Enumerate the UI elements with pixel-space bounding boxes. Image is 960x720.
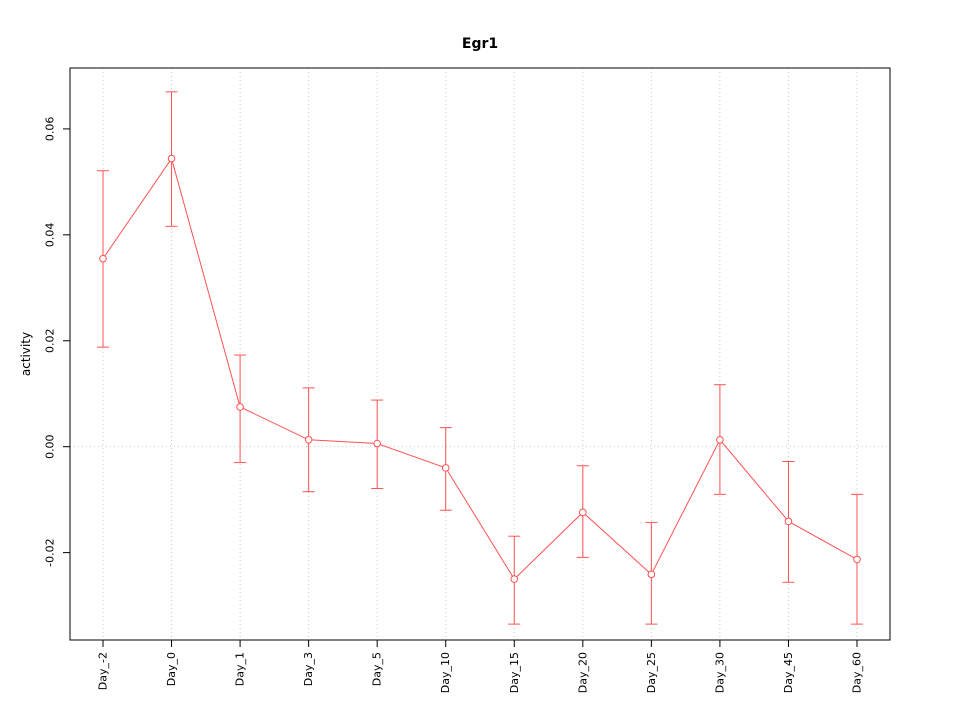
- data-point: [99, 254, 107, 263]
- x-tick-label: Day_10: [439, 652, 452, 693]
- data-point: [304, 436, 313, 444]
- x-tick-label: Day_30: [713, 652, 726, 693]
- data-point: [373, 439, 381, 448]
- data-point: [510, 575, 519, 583]
- x-tick-label: Day_1: [234, 652, 247, 686]
- x-tick-label: Day_25: [645, 652, 658, 693]
- x-tick-label: Day_15: [508, 652, 521, 693]
- data-point: [167, 154, 176, 163]
- y-tick-label: -0.02: [44, 538, 57, 566]
- x-tick-label: Day_0: [165, 652, 178, 686]
- data-point: [579, 508, 587, 517]
- x-tick-label: Day_20: [576, 652, 589, 693]
- data-point: [647, 570, 656, 579]
- y-tick-label: 0.02: [44, 329, 57, 354]
- y-tick-label: 0.06: [44, 117, 57, 142]
- x-tick-label: Day_60: [851, 652, 864, 693]
- data-point: [853, 555, 861, 564]
- x-tick-label: Day_45: [782, 652, 795, 693]
- x-tick-label: Day_-2: [97, 652, 110, 690]
- y-tick-label: 0.04: [44, 223, 57, 248]
- series-line: [102, 157, 858, 580]
- data-point: [236, 403, 244, 411]
- x-tick-label: Day_3: [302, 652, 315, 686]
- y-tick-label: 0.00: [44, 434, 57, 459]
- plot-border: [69, 67, 891, 641]
- chart-title: Egr1: [461, 36, 499, 52]
- data-point: [716, 436, 724, 444]
- data-point: [441, 464, 450, 472]
- data-point: [784, 517, 793, 526]
- x-tick-label: Day_5: [371, 652, 384, 686]
